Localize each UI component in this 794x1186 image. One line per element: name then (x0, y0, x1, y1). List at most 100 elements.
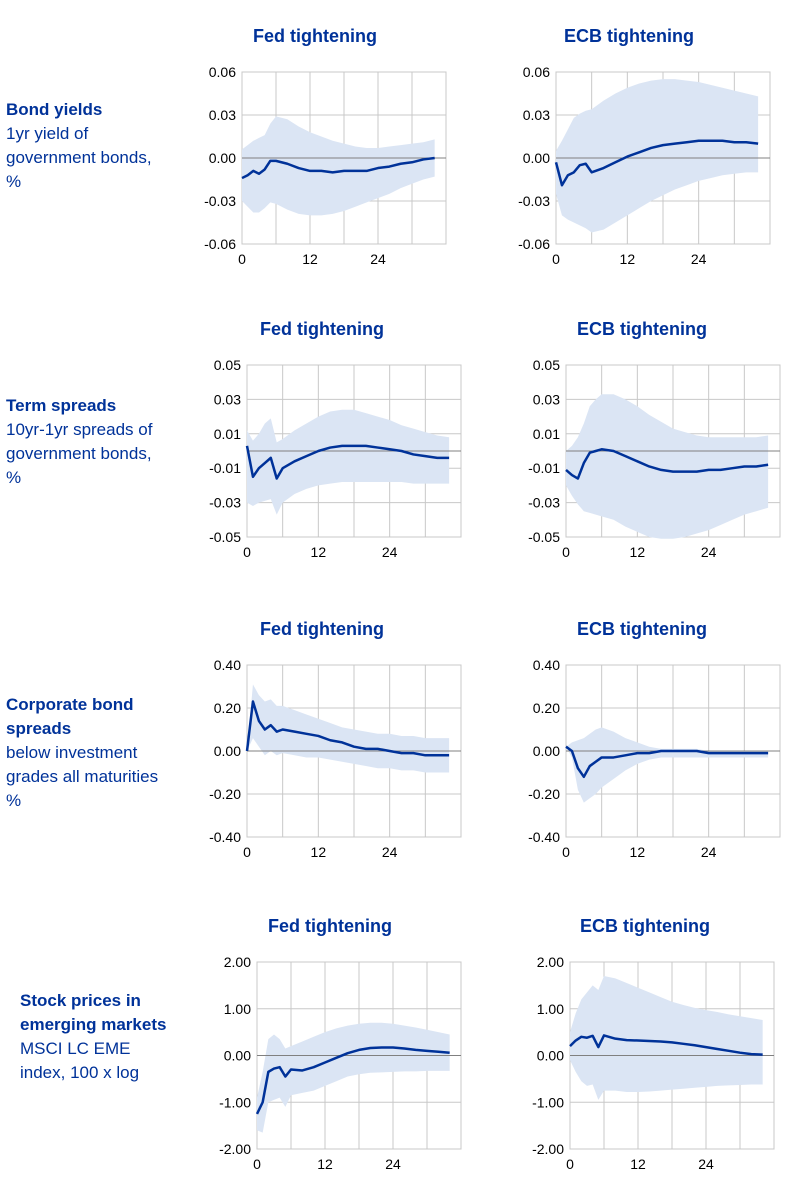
row-title-line2: emerging markets (20, 1015, 167, 1034)
y-tick-label: -0.03 (204, 193, 236, 209)
y-tick-label: -2.00 (532, 1141, 564, 1157)
confidence-band (242, 116, 435, 216)
chart-fed-bond-yields: 0.06 0.03 0.00 -0.03 -0.060 12 24 (204, 64, 447, 267)
y-tick-label: 0.01 (214, 426, 241, 442)
y-tick-label: -0.20 (528, 786, 560, 802)
y-tick-label: -0.05 (209, 529, 241, 545)
row-subtitle: government bonds, (6, 444, 152, 463)
row-subtitle: government bonds, (6, 148, 152, 167)
response-line (255, 1046, 450, 1115)
chart-ecb-stock-prices: 2.00 1.00 0.00 -1.00 -2.000 12 24 (532, 954, 775, 1172)
y-tick-label: 0.20 (214, 700, 241, 716)
x-tick-label: 12 (311, 544, 327, 560)
x-tick-label: 12 (620, 251, 636, 267)
row-subtitle: grades all maturities (6, 767, 159, 786)
y-tick-label: -0.06 (204, 236, 236, 252)
x-tick-label: 12 (311, 844, 327, 860)
row-subtitle: 10yr-1yr spreads of (6, 420, 153, 439)
confidence-band (566, 394, 769, 539)
y-tick-label: -0.20 (209, 786, 241, 802)
y-tick-label: -0.01 (209, 460, 241, 476)
x-tick-label: 12 (317, 1156, 333, 1172)
x-tick-label: 24 (698, 1156, 714, 1172)
row-label-bond-yields: Bond yields 1yr yield of government bond… (6, 98, 186, 194)
x-tick-label: 24 (701, 844, 717, 860)
y-tick-label: 0.40 (533, 657, 560, 673)
row-title: Bond yields (6, 100, 103, 119)
y-tick-label: 0.03 (214, 391, 241, 407)
confidence-band (247, 684, 450, 773)
y-tick-label: 0.06 (209, 64, 236, 80)
x-tick-label: 0 (552, 251, 560, 267)
y-tick-label: 0.00 (209, 150, 236, 166)
y-tick-label: -0.03 (209, 495, 241, 511)
row-title: Corporate bond (6, 695, 134, 714)
row-label-term-spreads: Term spreads 10yr-1yr spreads of governm… (6, 394, 186, 490)
response-line (241, 156, 435, 180)
y-tick-label: -0.40 (528, 829, 560, 845)
x-tick-label: 24 (382, 844, 398, 860)
chart-title-ecb-stock-prices: ECB tightening (580, 916, 710, 936)
row-title: Term spreads (6, 396, 117, 415)
chart-title-fed-term-spreads: Fed tightening (260, 319, 384, 339)
x-tick-label: 24 (370, 251, 386, 267)
y-tick-label: 0.05 (533, 357, 560, 373)
chart-title-fed-bond-yields: Fed tightening (253, 26, 377, 46)
y-tick-label: -0.03 (528, 495, 560, 511)
row-label-stock-prices: Stock prices in emerging markets MSCI LC… (20, 989, 200, 1085)
x-tick-label: 12 (630, 544, 646, 560)
response-line (554, 139, 759, 187)
response-line (565, 448, 769, 480)
y-tick-label: 2.00 (537, 954, 564, 970)
response-line (245, 444, 450, 480)
y-tick-label: 0.00 (523, 150, 550, 166)
chart-title-ecb-term-spreads: ECB tightening (577, 319, 707, 339)
y-tick-label: 2.00 (224, 954, 251, 970)
y-tick-label: 0.03 (523, 107, 550, 123)
y-tick-label: -0.03 (518, 193, 550, 209)
chart-ecb-bond-yields: 0.06 0.03 0.00 -0.03 -0.060 12 24 (518, 64, 771, 267)
y-tick-label: -0.01 (528, 460, 560, 476)
x-tick-label: 24 (382, 544, 398, 560)
chart-fed-stock-prices: 2.00 1.00 0.00 -1.00 -2.000 12 24 (219, 954, 462, 1172)
row-subtitle: % (6, 791, 22, 810)
x-tick-label: 0 (243, 844, 251, 860)
row-subtitle: index, 100 x log (20, 1063, 140, 1082)
response-line (565, 745, 769, 779)
row-subtitle: below investment (6, 743, 138, 762)
y-tick-label: 0.20 (533, 700, 560, 716)
x-tick-label: 24 (691, 251, 707, 267)
x-tick-label: 12 (630, 844, 646, 860)
chart-title-fed-stock-prices: Fed tightening (268, 916, 392, 936)
x-tick-label: 24 (385, 1156, 401, 1172)
y-tick-label: -2.00 (219, 1141, 251, 1157)
x-tick-label: 0 (562, 844, 570, 860)
y-tick-label: -0.40 (209, 829, 241, 845)
y-tick-label: 0.05 (214, 357, 241, 373)
row-title-line2: spreads (6, 719, 72, 738)
y-tick-label: -1.00 (532, 1094, 564, 1110)
row-subtitle: 1yr yield of (6, 124, 89, 143)
row-subtitle: % (6, 468, 22, 487)
x-tick-label: 12 (630, 1156, 646, 1172)
response-line (245, 700, 450, 757)
chart-fed-corp-spreads: 0.40 0.20 0.00 -0.20 -0.400 12 24 (209, 657, 462, 860)
chart-title-fed-corp-spreads: Fed tightening (260, 619, 384, 639)
row-subtitle: % (6, 172, 22, 191)
y-tick-label: 0.06 (523, 64, 550, 80)
x-tick-label: 0 (253, 1156, 261, 1172)
chart-fed-term-spreads: 0.05 0.03 0.01 -0.01 -0.03 -0.050 12 24 (209, 357, 462, 560)
x-tick-label: 12 (302, 251, 318, 267)
x-tick-label: 0 (562, 544, 570, 560)
y-tick-label: -0.05 (528, 529, 560, 545)
confidence-band (556, 79, 759, 233)
row-title: Stock prices in (20, 991, 141, 1010)
y-tick-label: 0.40 (214, 657, 241, 673)
row-subtitle: MSCI LC EME (20, 1039, 131, 1058)
y-tick-label: -0.06 (518, 236, 550, 252)
chart-ecb-corp-spreads: 0.40 0.20 0.00 -0.20 -0.400 12 24 (528, 657, 781, 860)
x-tick-label: 0 (243, 544, 251, 560)
y-tick-label: 1.00 (224, 1001, 251, 1017)
confidence-band (257, 1022, 450, 1133)
y-tick-label: 0.03 (533, 391, 560, 407)
